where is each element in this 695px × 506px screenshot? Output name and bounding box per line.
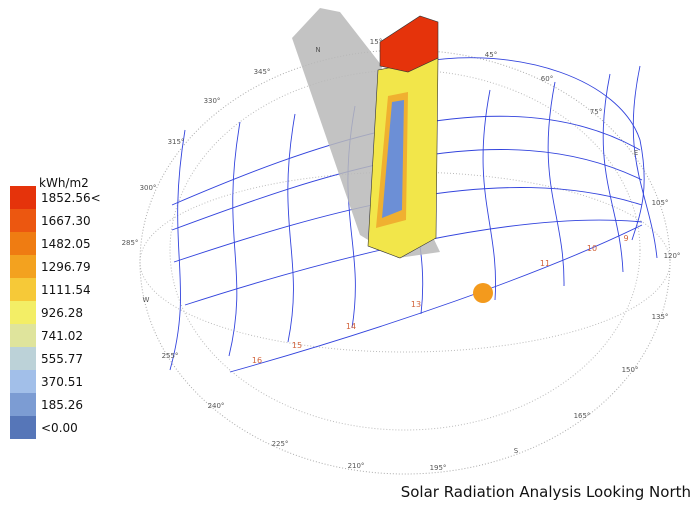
compass-label: W [143, 296, 150, 304]
legend-swatch [10, 232, 36, 255]
compass-label: 330° [204, 97, 221, 105]
compass-label: 195° [430, 464, 447, 472]
compass-label: 75° [590, 108, 602, 116]
hour-label: 11 [540, 259, 550, 268]
hour-line [288, 114, 295, 342]
legend-label: 1852.56< [41, 191, 101, 205]
compass-label: 285° [122, 239, 139, 247]
compass-label: 120° [664, 252, 681, 260]
legend-swatch [10, 347, 36, 370]
legend-item: 1296.79 [10, 255, 101, 278]
legend-label: 370.51 [41, 375, 83, 389]
legend-label: 926.28 [41, 306, 83, 320]
legend-item: 926.28 [10, 301, 101, 324]
compass-label: 135° [652, 313, 669, 321]
legend-item: 555.77 [10, 347, 101, 370]
compass-label: 315° [168, 138, 185, 146]
compass-label: 15° [370, 38, 382, 46]
compass-label: 345° [254, 68, 271, 76]
hour-label: 14 [346, 322, 356, 331]
legend-item: 370.51 [10, 370, 101, 393]
hour-label: 10 [587, 244, 597, 253]
compass-label: 255° [162, 352, 179, 360]
solar-scene: N 15° 345° 330° 315° 300° 285° W 255° 240° 225° 210… [0, 0, 695, 480]
compass-label: N [315, 46, 320, 54]
legend-swatch [10, 416, 36, 439]
compass-label: 150° [622, 366, 639, 374]
compass-label: 225° [272, 440, 289, 448]
hour-label: 13 [411, 300, 421, 309]
legend-item: 1852.56< [10, 186, 101, 209]
legend-item: <0.00 [10, 416, 101, 439]
compass-label: 165° [574, 412, 591, 420]
legend-swatch [10, 255, 36, 278]
hour-line [483, 90, 496, 300]
legend-item: 185.26 [10, 393, 101, 416]
legend-swatch [10, 186, 36, 209]
caption: Solar Radiation Analysis Looking North [401, 483, 691, 501]
compass-label: 300° [140, 184, 157, 192]
legend-label: 555.77 [41, 352, 83, 366]
hour-label: 15 [292, 341, 302, 350]
legend-item: 741.02 [10, 324, 101, 347]
hour-line [633, 66, 657, 258]
legend-swatch [10, 301, 36, 324]
compass-label: 210° [348, 462, 365, 470]
legend-item: 1667.30 [10, 209, 101, 232]
legend-swatch [10, 324, 36, 347]
hour-line [603, 74, 623, 272]
hour-line [229, 122, 240, 356]
legend-item: 1482.05 [10, 232, 101, 255]
compass-label: 240° [208, 402, 225, 410]
legend-label: 1667.30 [41, 214, 91, 228]
hour-label: 9 [623, 234, 628, 243]
compass-label: S [514, 447, 519, 455]
legend-swatch [10, 393, 36, 416]
legend-label: <0.00 [41, 421, 78, 435]
legend: 1852.56< 1667.30 1482.05 1296.79 1111.54 926.… [10, 176, 101, 439]
legend-label: 741.02 [41, 329, 83, 343]
compass-label: 60° [541, 75, 553, 83]
sun [473, 283, 493, 303]
legend-label: 1296.79 [41, 260, 91, 274]
compass-label: 105° [652, 199, 669, 207]
legend-label: 185.26 [41, 398, 83, 412]
legend-label: 1482.05 [41, 237, 91, 251]
hour-line [170, 130, 185, 370]
legend-swatch [10, 278, 36, 301]
legend-swatch [10, 370, 36, 393]
hour-label: 16 [252, 356, 262, 365]
legend-swatch [10, 209, 36, 232]
page: {"legend": {"title": "kWh/m2", "items": … [0, 0, 695, 506]
legend-label: 1111.54 [41, 283, 91, 297]
legend-item: 1111.54 [10, 278, 101, 301]
day-arc [420, 58, 644, 240]
compass-label: 45° [485, 51, 497, 59]
compass-label: E [634, 149, 638, 157]
